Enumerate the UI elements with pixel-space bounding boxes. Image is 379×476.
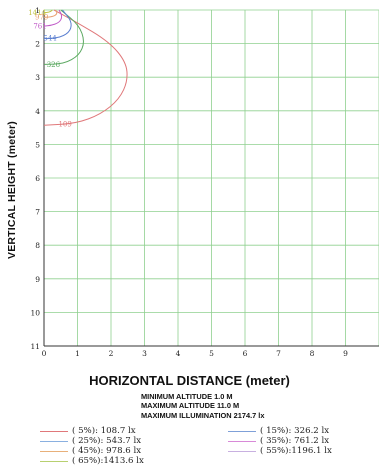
x-tick-label: 1 bbox=[75, 349, 80, 358]
x-tick-label: 5 bbox=[209, 349, 214, 358]
legend-label: ( 25%): 543.7 lx bbox=[72, 436, 142, 446]
legend-item: ( 25%): 543.7 lx bbox=[40, 436, 141, 446]
x-tick-label: 9 bbox=[343, 349, 348, 358]
legend-item: ( 65%):1413.6 lx bbox=[40, 456, 144, 466]
y-tick-label: 9 bbox=[35, 275, 40, 284]
x-tick-label: 7 bbox=[276, 349, 281, 358]
legend-swatch bbox=[228, 430, 256, 432]
isolux-curve bbox=[43, 9, 84, 65]
legend-label: ( 5%): 108.7 lx bbox=[72, 426, 136, 436]
legend-label: ( 45%): 978.6 lx bbox=[72, 446, 142, 456]
y-tick-label: 7 bbox=[35, 208, 40, 217]
y-axis-title-box: VERTICAL HEIGHT (meter) bbox=[2, 40, 22, 340]
y-tick-label: 1 bbox=[35, 6, 40, 15]
legend-swatch bbox=[40, 440, 68, 442]
y-tick-label: 3 bbox=[35, 73, 40, 82]
x-tick-label: 2 bbox=[109, 349, 114, 358]
isolux-curve bbox=[43, 9, 53, 14]
legend-item: ( 15%): 326.2 lx bbox=[228, 426, 329, 436]
legend-label: ( 55%):1196.1 lx bbox=[260, 446, 332, 456]
isolux-curve bbox=[43, 9, 72, 40]
x-tick-label: 8 bbox=[310, 349, 315, 358]
legend: ( 5%): 108.7 lx ( 15%): 326.2 lx ( 25%): 5… bbox=[0, 426, 379, 476]
plot-area: 0 1 2 3 4 5 6 7 8 9 1 2 3 4 5 6 7 8 9 10 11 109 326 544 76197914… bbox=[28, 6, 379, 358]
legend-item: ( 55%):1196.1 lx bbox=[228, 446, 332, 456]
contour-value-label: 109 bbox=[58, 121, 71, 129]
isolux-curve bbox=[43, 9, 58, 18]
legend-swatch bbox=[40, 450, 68, 452]
isolux-curve bbox=[43, 9, 63, 27]
contour-value-label: 761 bbox=[33, 22, 46, 30]
y-tick-label: 5 bbox=[35, 140, 40, 149]
legend-label: ( 35%): 761.2 lx bbox=[260, 436, 330, 446]
y-tick-label: 11 bbox=[30, 342, 40, 351]
y-tick-label: 2 bbox=[35, 40, 40, 49]
y-tick-label: 4 bbox=[35, 107, 40, 116]
x-tick-label: 4 bbox=[176, 349, 181, 358]
x-tick-label: 6 bbox=[243, 349, 248, 358]
legend-item: ( 35%): 761.2 lx bbox=[228, 436, 329, 446]
legend-swatch bbox=[228, 440, 256, 442]
legend-item: ( 5%): 108.7 lx bbox=[40, 426, 136, 436]
x-tick-label: 0 bbox=[42, 349, 47, 358]
x-axis-title: HORIZONTAL DISTANCE (meter) bbox=[89, 373, 290, 388]
legend-swatch bbox=[40, 430, 68, 432]
legend-label: ( 65%):1413.6 lx bbox=[72, 456, 144, 466]
legend-swatch bbox=[228, 450, 256, 452]
contour-value-label: 1414 bbox=[28, 9, 46, 17]
y-tick-label: 8 bbox=[35, 241, 40, 250]
contour-value-label: 979 bbox=[35, 14, 48, 22]
x-tick-label: 3 bbox=[142, 349, 147, 358]
contour-value-label: 544 bbox=[43, 35, 57, 43]
summary-min-altitude: MINIMUM ALTITUDE 1.0 M bbox=[141, 392, 233, 401]
legend-swatch bbox=[40, 460, 68, 462]
y-axis-title: VERTICAL HEIGHT (meter) bbox=[6, 120, 19, 260]
y-tick-label: 10 bbox=[30, 308, 40, 317]
legend-item: ( 45%): 978.6 lx bbox=[40, 446, 141, 456]
summary-max-illumination: MAXIMUM ILLUMINATION 2174.7 lx bbox=[141, 410, 265, 420]
summary-block: MINIMUM ALTITUDE 1.0 M MAXIMUM ALTITUDE … bbox=[141, 392, 264, 420]
summary-max-altitude: MAXIMUM ALTITUDE 11.0 M bbox=[141, 401, 240, 411]
y-tick-label: 6 bbox=[35, 174, 40, 183]
contour-value-label: 326 bbox=[47, 61, 61, 69]
legend-label: ( 15%): 326.2 lx bbox=[260, 426, 330, 436]
